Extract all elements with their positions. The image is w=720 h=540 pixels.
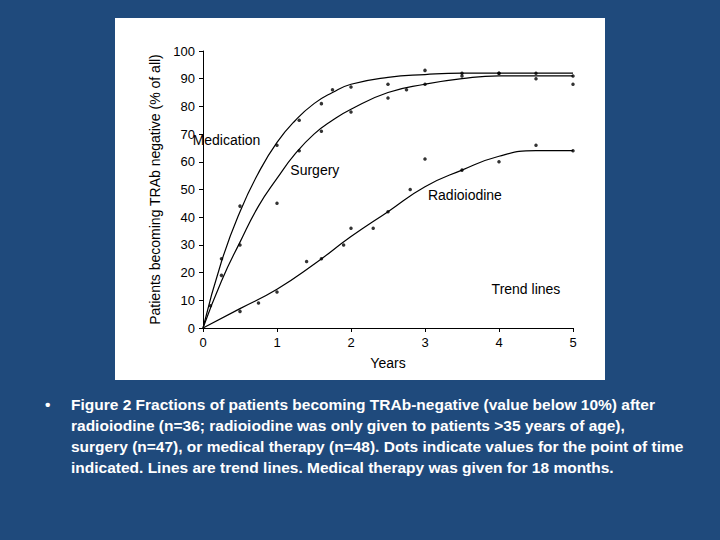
svg-text:2: 2 [347, 335, 354, 350]
svg-text:Years: Years [370, 355, 405, 371]
svg-text:90: 90 [181, 71, 195, 86]
svg-text:5: 5 [569, 335, 576, 350]
svg-text:50: 50 [181, 182, 195, 197]
svg-text:10: 10 [181, 293, 195, 308]
svg-text:60: 60 [181, 154, 195, 169]
svg-text:70: 70 [180, 126, 195, 142]
svg-text:20: 20 [181, 265, 195, 280]
svg-text:1: 1 [273, 335, 280, 350]
svg-text:0: 0 [188, 321, 195, 336]
svg-text:4: 4 [495, 335, 502, 350]
svg-text:100: 100 [173, 44, 195, 59]
svg-text:Surgery: Surgery [290, 162, 339, 178]
svg-text:40: 40 [181, 210, 195, 225]
svg-text:0: 0 [199, 335, 206, 350]
svg-text:Radioiodine: Radioiodine [428, 187, 502, 203]
html-text:Figure 2 Fractions of patients: Figure 2 Fractions of patients becoming … [71, 396, 684, 476]
svg-text:Trend lines: Trend lines [492, 281, 561, 297]
svg-text:80: 80 [181, 99, 195, 114]
svg-text:Medication: Medication [193, 132, 261, 148]
svg-text:3: 3 [421, 335, 428, 350]
svg-text:Patients becoming TRAb negativ: Patients becoming TRAb negative (% of al… [147, 54, 163, 325]
svg-text:30: 30 [181, 237, 195, 252]
